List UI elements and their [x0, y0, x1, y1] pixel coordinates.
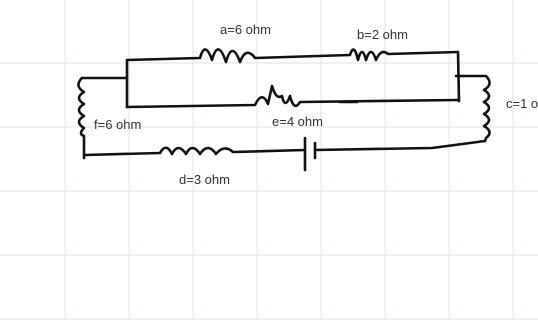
circuit-wires — [77, 48, 491, 172]
label-d: d=3 ohm — [179, 172, 230, 187]
label-c: c=1 ohm — [506, 96, 538, 111]
label-a: a=6 ohm — [220, 22, 271, 37]
label-f: f=6 ohm — [94, 117, 141, 132]
label-e: e=4 ohm — [272, 114, 323, 129]
label-b: b=2 ohm — [357, 27, 408, 42]
